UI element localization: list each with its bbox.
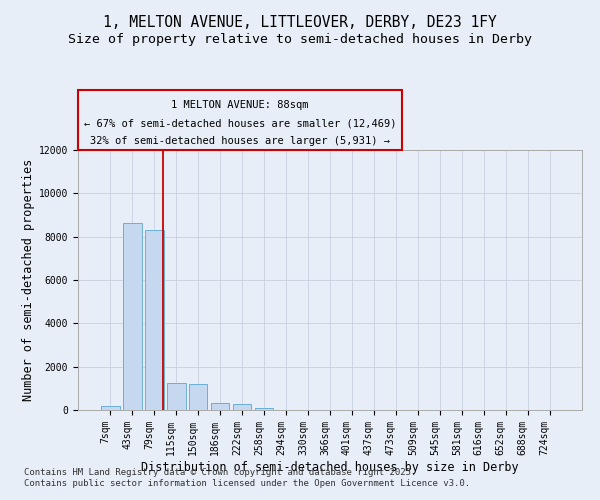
Text: Size of property relative to semi-detached houses in Derby: Size of property relative to semi-detach… bbox=[68, 32, 532, 46]
Text: 1 MELTON AVENUE: 88sqm: 1 MELTON AVENUE: 88sqm bbox=[171, 100, 309, 110]
Bar bbox=[233, 404, 251, 410]
Bar bbox=[145, 230, 164, 410]
Text: 32% of semi-detached houses are larger (5,931) →: 32% of semi-detached houses are larger (… bbox=[90, 136, 390, 146]
X-axis label: Distribution of semi-detached houses by size in Derby: Distribution of semi-detached houses by … bbox=[141, 460, 519, 473]
Bar bbox=[211, 403, 229, 410]
Text: Contains HM Land Registry data © Crown copyright and database right 2025.
Contai: Contains HM Land Registry data © Crown c… bbox=[24, 468, 470, 487]
Bar bbox=[167, 383, 185, 410]
Bar bbox=[123, 222, 142, 410]
Bar bbox=[189, 384, 208, 410]
Text: 1, MELTON AVENUE, LITTLEOVER, DERBY, DE23 1FY: 1, MELTON AVENUE, LITTLEOVER, DERBY, DE2… bbox=[103, 15, 497, 30]
FancyBboxPatch shape bbox=[78, 90, 402, 150]
Text: ← 67% of semi-detached houses are smaller (12,469): ← 67% of semi-detached houses are smalle… bbox=[84, 118, 396, 128]
Y-axis label: Number of semi-detached properties: Number of semi-detached properties bbox=[22, 159, 35, 401]
Bar bbox=[101, 406, 119, 410]
Bar bbox=[255, 408, 274, 410]
